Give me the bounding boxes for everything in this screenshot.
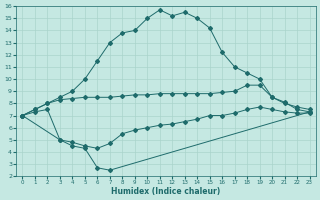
X-axis label: Humidex (Indice chaleur): Humidex (Indice chaleur)	[111, 187, 221, 196]
